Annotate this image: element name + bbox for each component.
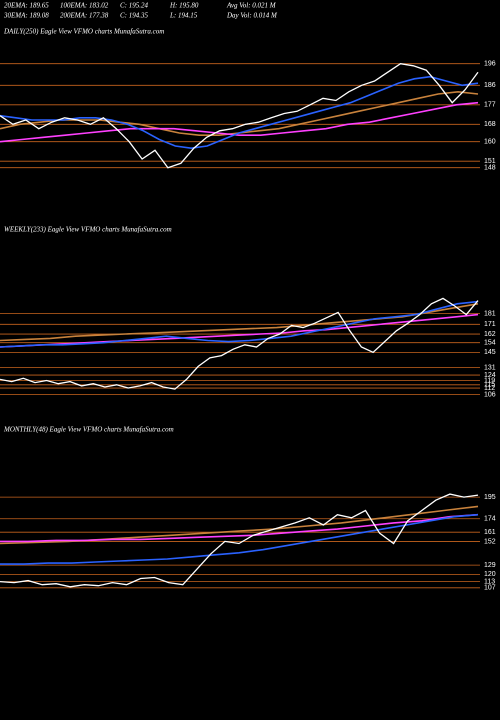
y-tick-label: 145 (484, 349, 496, 356)
y-tick-label: 161 (484, 529, 496, 536)
header-stat: 30EMA: 189.08 (3, 12, 49, 20)
y-tick-label: 131 (484, 364, 496, 371)
price-line (0, 297, 479, 390)
y-tick-label: 129 (484, 562, 496, 569)
y-tick-label: 124 (484, 372, 496, 379)
y-tick-label: 162 (484, 331, 496, 338)
price-line (0, 300, 479, 348)
price-line (0, 513, 479, 543)
header-stat: Avg Vol: 0.021 M (226, 2, 277, 10)
y-tick-label: 196 (484, 61, 496, 68)
y-tick-label: 174 (484, 516, 496, 523)
y-tick-label: 152 (484, 538, 496, 545)
y-tick-label: 107 (484, 585, 496, 592)
y-tick-label: 171 (484, 321, 496, 328)
price-line (0, 493, 479, 588)
header-stat: C: 195.24 (120, 2, 149, 10)
y-tick-label: 112 (484, 385, 495, 392)
y-tick-label: 113 (484, 578, 495, 585)
y-tick-label: 195 (484, 494, 496, 501)
price-line (0, 75, 479, 150)
header-stat: Day Vol: 0.014 M (226, 12, 278, 20)
price-line (0, 101, 479, 143)
panel-title: WEEKLY(233) Eagle View VFMO charts Munaf… (4, 226, 172, 234)
y-tick-label: 119 (484, 377, 495, 384)
panel-title: MONTHLY(48) Eagle View VFMO charts Munaf… (3, 426, 174, 434)
header-stat: 100EMA: 183.02 (60, 2, 109, 10)
y-tick-label: 160 (484, 139, 496, 146)
y-tick-label: 177 (484, 102, 496, 109)
y-tick-label: 186 (484, 82, 496, 89)
header-stat: H: 195.80 (169, 2, 199, 10)
panel-title: DAILY(250) Eagle View VFMO charts Munafa… (3, 28, 164, 36)
y-tick-label: 106 (484, 391, 496, 398)
header-stat: C: 194.35 (120, 12, 149, 20)
y-tick-label: 115 (484, 382, 495, 389)
header-stat: 200EMA: 177.38 (60, 12, 109, 20)
price-line (0, 63, 479, 169)
header-stat: L: 194.15 (169, 12, 198, 20)
y-tick-label: 151 (484, 158, 496, 165)
y-tick-label: 148 (484, 165, 496, 172)
price-line (0, 313, 479, 348)
y-tick-label: 168 (484, 121, 496, 128)
header-stat: 20EMA: 189.65 (4, 2, 49, 10)
y-tick-label: 154 (484, 340, 496, 347)
y-tick-label: 120 (484, 571, 496, 578)
y-tick-label: 181 (484, 310, 496, 317)
price-line (0, 513, 479, 565)
